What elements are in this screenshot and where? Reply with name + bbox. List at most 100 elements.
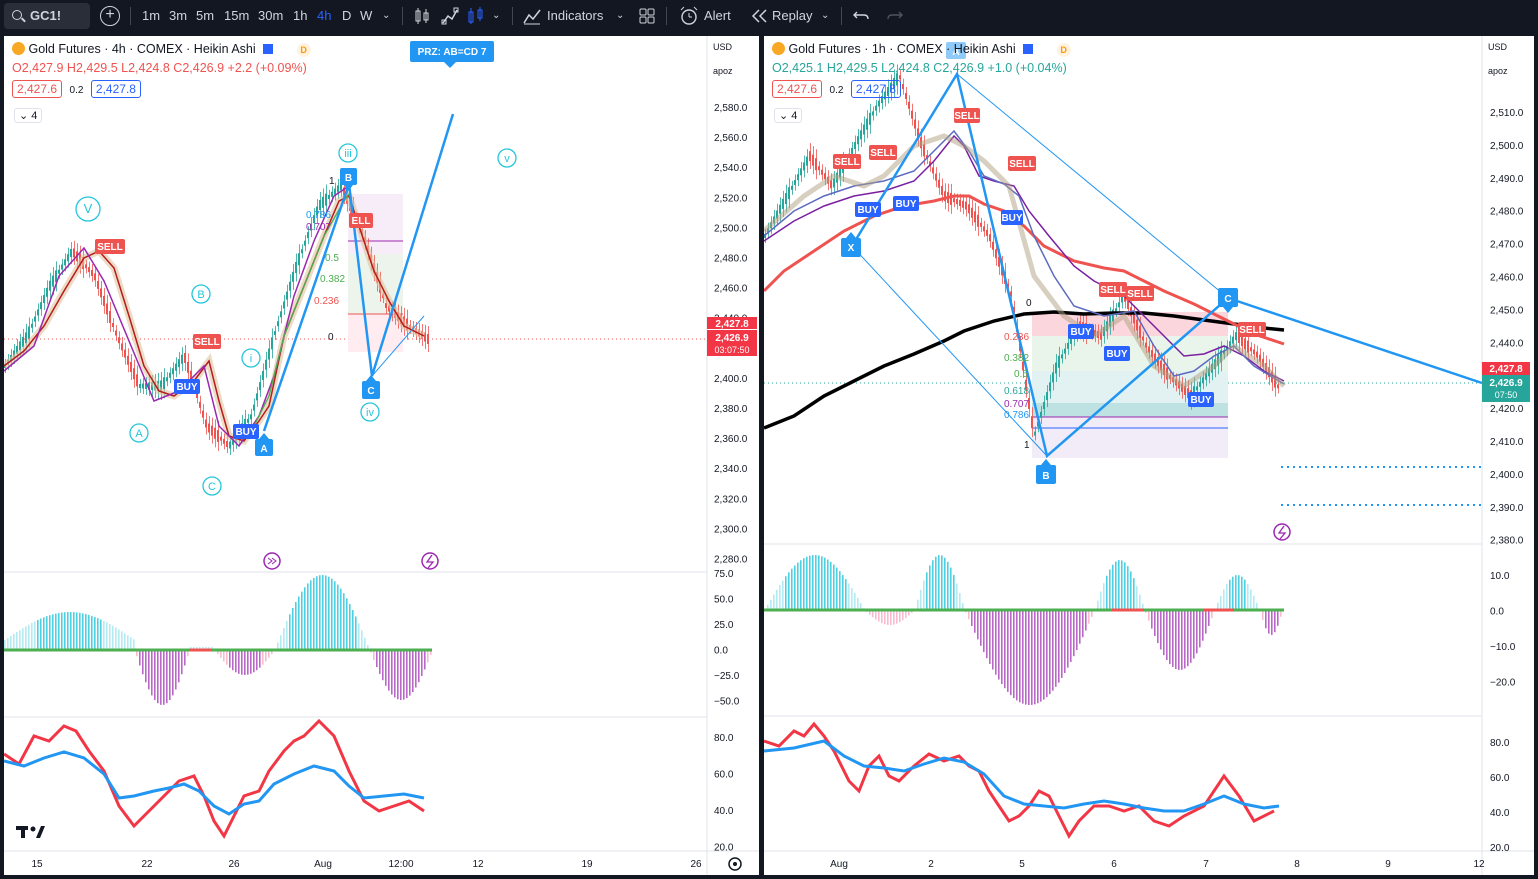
price-axis-4h[interactable] [707, 36, 759, 876]
wave-label-circle[interactable] [75, 196, 101, 222]
timeframe-15m[interactable]: 15m [224, 8, 250, 23]
chart-title[interactable]: Gold Futures · 4h · COMEX · Heikin Ashi [28, 42, 256, 56]
histogram-bar [1169, 610, 1171, 665]
wave-label-circle[interactable] [360, 402, 380, 422]
timeframe-d[interactable]: D [342, 8, 352, 23]
timeframe-1m[interactable]: 1m [142, 8, 161, 23]
flag-icon[interactable] [263, 44, 274, 54]
histogram-bar [1058, 610, 1060, 683]
candle-body [887, 87, 889, 97]
histogram-bar [262, 650, 264, 665]
histogram-bar [902, 610, 904, 621]
flag-icon[interactable] [1023, 44, 1034, 54]
point-x-marker[interactable]: X [841, 232, 861, 257]
candles-icon[interactable] [412, 6, 432, 28]
histogram-bar [833, 564, 835, 610]
lightning-alert-icon[interactable] [1273, 523, 1291, 541]
scale-mode-label[interactable]: apoz [713, 66, 733, 76]
candle-body [956, 199, 958, 205]
redo-icon[interactable] [886, 6, 904, 28]
buy-price-button[interactable]: 2,427.8 [850, 80, 901, 98]
wave-label-circle[interactable] [497, 148, 517, 168]
chart-title[interactable]: Gold Futures · 1h · COMEX · Heikin Ashi [788, 42, 1016, 56]
histogram-bar [1166, 610, 1168, 661]
histogram-bar [127, 635, 129, 650]
indicators-icon[interactable] [522, 6, 542, 28]
axis-tick-label: 2,340.0 [714, 464, 748, 475]
replay-button[interactable]: Replay [772, 8, 813, 23]
symbol-search[interactable]: GC1! [4, 3, 90, 29]
timeframe-30m[interactable]: 30m [258, 8, 284, 23]
time-tick-label: 15 [31, 859, 43, 870]
histogram-bar [349, 603, 351, 650]
currency-selector[interactable]: USD [1488, 42, 1508, 52]
chevron-down-icon[interactable]: ⌄ [821, 10, 830, 21]
histogram-bar [995, 610, 997, 675]
histogram-bar [1106, 575, 1108, 610]
indicator-template-icon[interactable] [440, 6, 460, 28]
price-axis-1h[interactable] [1482, 36, 1534, 876]
compare-add-icon[interactable]: + [100, 6, 120, 26]
heikin-ashi-icon[interactable] [466, 6, 486, 28]
sell-price-button[interactable]: 2,427.6 [12, 80, 63, 98]
timeframe-5m[interactable]: 5m [196, 8, 215, 23]
candle-body [1202, 377, 1204, 384]
timeframe-4h[interactable]: 4h [317, 8, 332, 23]
pane-divider[interactable] [759, 32, 764, 879]
chart-canvas-1h[interactable]: 2,510.0 2,500.0 2,490.0 2,480.0 2,470.0 2,460… [764, 36, 1534, 876]
wave-label-circle[interactable] [338, 143, 358, 163]
histogram-bar [884, 610, 886, 625]
sell-price-button[interactable]: 2,427.6 [772, 80, 823, 98]
wave-label-circle[interactable] [129, 423, 149, 443]
dividend-icon[interactable]: D [1056, 43, 1071, 57]
chevron-down-icon[interactable]: ⌄ [616, 10, 625, 21]
time-tick-label: 19 [581, 859, 593, 870]
lightning-alert-icon[interactable] [421, 552, 439, 570]
abcd-pattern[interactable] [262, 113, 455, 432]
layout-grid-icon[interactable] [637, 6, 657, 28]
wave-label-circle[interactable] [191, 284, 211, 304]
candle-body [1253, 349, 1255, 355]
replay-rewind-icon[interactable] [750, 6, 770, 28]
time-tick-label: Aug [314, 859, 332, 870]
high-value: H2,429.5 [66, 61, 118, 75]
timeframe-1h[interactable]: 1h [293, 8, 308, 23]
prz-label[interactable]: PRZ: AB=CD 7 [410, 41, 494, 68]
candle-body [322, 196, 324, 208]
chart-pane-4h[interactable]: 2,580.0 2,560.0 2,540.0 2,520.0 2,500.0 2,480… [4, 36, 759, 876]
point-b-marker[interactable]: B [340, 168, 357, 191]
histogram-bar [367, 645, 369, 650]
timeframe-3m[interactable]: 3m [169, 8, 188, 23]
gear-icon[interactable] [728, 857, 742, 871]
undo-icon[interactable] [852, 6, 870, 28]
buy-price-button[interactable]: 2,427.8 [90, 80, 141, 98]
chart-canvas-4h[interactable]: 2,580.0 2,560.0 2,540.0 2,520.0 2,500.0 2,480… [4, 36, 759, 876]
timeframe-w[interactable]: W [360, 8, 373, 23]
replay-marker-icon[interactable] [263, 552, 281, 570]
indicators-collapse-toggle[interactable]: ⌄ 4 [14, 108, 43, 123]
scale-mode-label[interactable]: apoz [1488, 66, 1508, 76]
candle-body [965, 201, 967, 210]
dividend-icon[interactable]: D [296, 43, 311, 57]
alarm-clock-icon[interactable] [678, 5, 700, 27]
chevron-down-icon[interactable]: ⌄ [382, 10, 391, 21]
candle-body [427, 333, 429, 344]
histogram-bar [16, 631, 18, 650]
chevron-down-icon[interactable]: ⌄ [492, 10, 501, 21]
point-a-marker[interactable]: A [946, 42, 966, 59]
wave-label-circle[interactable] [202, 476, 222, 496]
chart-pane-1h[interactable]: 2,510.0 2,500.0 2,490.0 2,480.0 2,470.0 2,460… [764, 36, 1534, 876]
candle-body [812, 154, 814, 166]
histogram-bar [1004, 610, 1006, 689]
point-c-marker[interactable]: C [362, 375, 380, 399]
point-b-marker[interactable]: B [1036, 459, 1056, 484]
alert-button[interactable]: Alert [704, 8, 731, 23]
indicators-collapse-toggle[interactable]: ⌄ 4 [774, 108, 803, 123]
wave-label-circle[interactable] [241, 348, 261, 368]
point-c-marker[interactable]: C [1218, 288, 1238, 313]
currency-selector[interactable]: USD [713, 42, 733, 52]
point-a-marker[interactable]: A [255, 433, 273, 456]
indicators-button[interactable]: Indicators [547, 8, 604, 23]
histogram-bar [1217, 602, 1219, 610]
candle-body [109, 310, 111, 323]
